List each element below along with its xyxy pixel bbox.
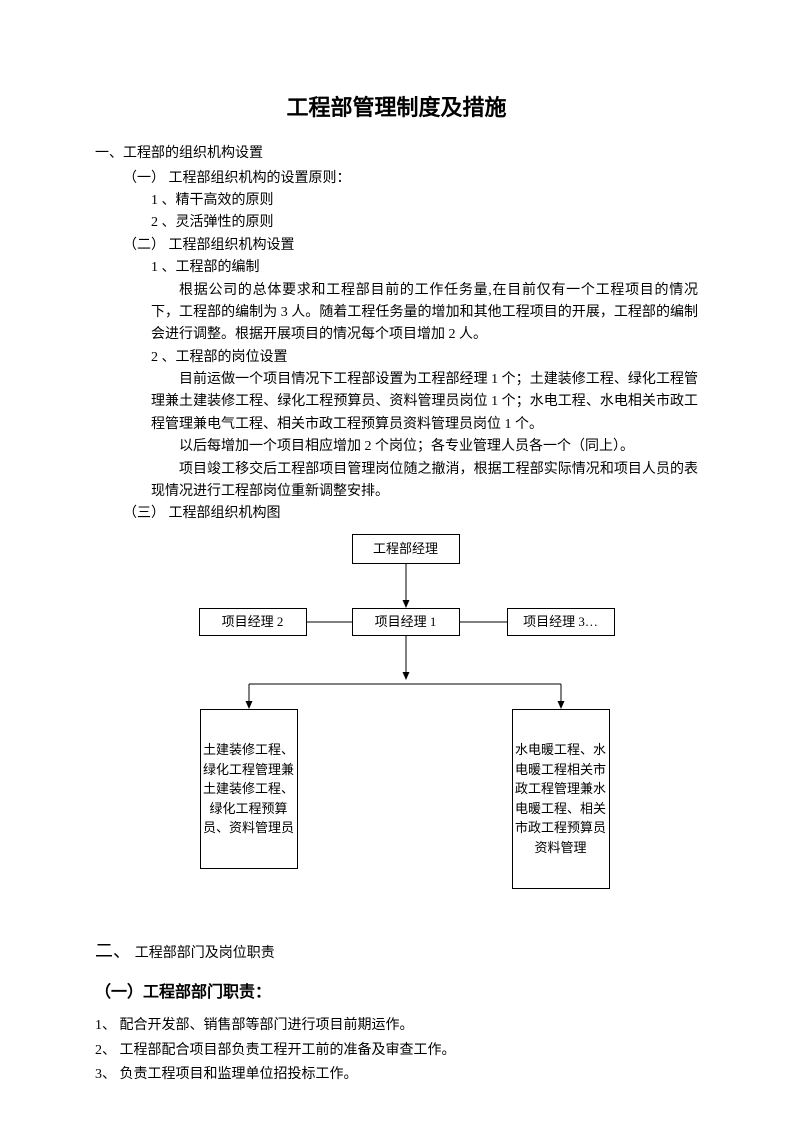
node-role2: 水电暖工程、水电暖工程相关市政工程管理兼水电暖工程、相关市政工程预算员资料管理 [512, 709, 610, 889]
section2-num: 二、 [95, 941, 131, 961]
node-role1: 土建装修工程、绿化工程管理兼土建装修工程、绿化工程预算员、资料管理员 [200, 709, 298, 869]
node-pm3: 项目经理 3… [507, 608, 615, 636]
numbered-item-1: 1、 配合开发部、销售部等部门进行项目前期运作。 [95, 1015, 698, 1037]
node-root: 工程部经理 [352, 534, 460, 564]
item-1-3: （三） 工程部组织机构图 [123, 503, 698, 525]
subsection-heading: （一）工程部部门职责： [95, 980, 698, 1006]
node-pm2: 项目经理 2 [199, 608, 307, 636]
numbered-item-3: 3、 负责工程项目和监理单位招投标工作。 [95, 1064, 698, 1086]
para-1-2-2c: 项目竣工移交后工程部项目管理岗位随之撤消，根据工程部实际情况和项目人员的表现情况… [151, 459, 698, 504]
page-title: 工程部管理制度及措施 [95, 90, 698, 125]
node-pm1: 项目经理 1 [352, 608, 460, 636]
item-1-1-1: 1 、精干高效的原则 [151, 190, 698, 212]
item-1-1: （一） 工程部组织机构的设置原则： [123, 168, 698, 190]
item-1-2-1: 1 、工程部的编制 [151, 257, 698, 279]
item-1-1-2: 2 、灵活弹性的原则 [151, 212, 698, 234]
item-1-2: （二） 工程部组织机构设置 [123, 235, 698, 257]
org-chart: 工程部经理 项目经理 2 项目经理 1 项目经理 3… 土建装修工程、绿化工程管… [112, 534, 682, 919]
item-1-2-2: 2 、工程部的岗位设置 [151, 347, 698, 369]
para-1-2-1: 根据公司的总体要求和工程部目前的工作任务量,在目前仅有一个工程项目的情况下，工程… [151, 280, 698, 347]
section2-text: 工程部部门及岗位职责 [135, 946, 275, 961]
section2-heading: 二、 工程部部门及岗位职责 [95, 937, 698, 966]
section1-heading: 一、工程部的组织机构设置 [95, 143, 698, 165]
numbered-item-2: 2、 工程部配合项目部负责工程开工前的准备及审查工作。 [95, 1040, 698, 1062]
para-1-2-2a: 目前运做一个项目情况下工程部设置为工程部经理 1 个；土建装修工程、绿化工程管理… [151, 369, 698, 436]
para-1-2-2b: 以后每增加一个项目相应增加 2 个岗位；各专业管理人员各一个（同上）。 [151, 436, 698, 458]
